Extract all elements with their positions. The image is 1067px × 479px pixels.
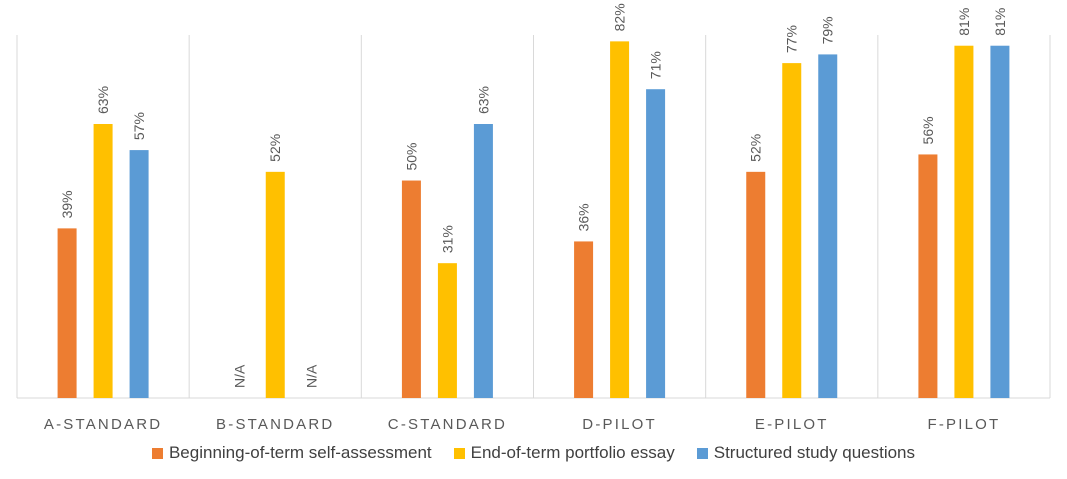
bar bbox=[57, 228, 77, 398]
bar bbox=[818, 54, 838, 398]
legend: Beginning-of-term self-assessment End-of… bbox=[0, 443, 1067, 463]
bar bbox=[265, 171, 285, 398]
legend-swatch-self-assessment bbox=[151, 447, 163, 459]
bar bbox=[782, 63, 802, 398]
x-tick-label: A-STANDARD bbox=[44, 416, 162, 433]
data-label: 50% bbox=[403, 143, 419, 171]
legend-item-study-questions: Structured study questions bbox=[696, 443, 916, 463]
legend-item-self-assessment: Beginning-of-term self-assessment bbox=[151, 443, 432, 463]
bar-chart-plot: A-STANDARD 39% 63% 57% B-STANDARD N/A 52% N/A C-… bbox=[16, 3, 1051, 433]
data-label: 63% bbox=[475, 86, 491, 114]
data-label: 63% bbox=[95, 86, 111, 114]
x-tick-label: F-PILOT bbox=[927, 416, 1000, 433]
bar bbox=[437, 263, 457, 398]
bar bbox=[473, 124, 493, 398]
legend-item-portfolio-essay: End-of-term portfolio essay bbox=[453, 443, 675, 463]
bar bbox=[129, 150, 149, 398]
x-tick-label: B-STANDARD bbox=[216, 416, 334, 433]
data-label: 79% bbox=[820, 16, 836, 44]
data-label: 81% bbox=[992, 8, 1008, 36]
bar bbox=[646, 89, 666, 399]
legend-swatch-portfolio-essay bbox=[453, 447, 465, 459]
legend-label-self-assessment: Beginning-of-term self-assessment bbox=[168, 443, 432, 462]
data-label: 36% bbox=[576, 203, 592, 231]
data-label: 31% bbox=[439, 225, 455, 253]
bar bbox=[93, 124, 113, 398]
data-label-na: N/A bbox=[231, 364, 247, 388]
data-label-na: N/A bbox=[303, 364, 319, 388]
data-label: 81% bbox=[956, 8, 972, 36]
data-label: 57% bbox=[131, 112, 147, 140]
legend-swatch-study-questions bbox=[696, 447, 708, 459]
data-label: 71% bbox=[648, 51, 664, 79]
data-label: 39% bbox=[59, 190, 75, 218]
x-tick-label: E-PILOT bbox=[755, 416, 829, 433]
x-tick-label: D-PILOT bbox=[582, 416, 657, 433]
bar bbox=[610, 41, 630, 398]
bar bbox=[746, 171, 766, 398]
x-tick-label: C-STANDARD bbox=[388, 416, 507, 433]
legend-label-study-questions: Structured study questions bbox=[713, 443, 916, 462]
bar bbox=[954, 45, 974, 398]
bar bbox=[990, 45, 1010, 398]
legend-label-portfolio-essay: End-of-term portfolio essay bbox=[470, 443, 675, 462]
bar bbox=[574, 241, 594, 398]
bar bbox=[918, 154, 938, 398]
data-label: 56% bbox=[920, 116, 936, 144]
bar bbox=[401, 180, 421, 398]
data-label: 77% bbox=[784, 25, 800, 53]
data-label: 52% bbox=[748, 134, 764, 162]
data-label: 82% bbox=[612, 3, 628, 31]
data-label: 52% bbox=[267, 134, 283, 162]
